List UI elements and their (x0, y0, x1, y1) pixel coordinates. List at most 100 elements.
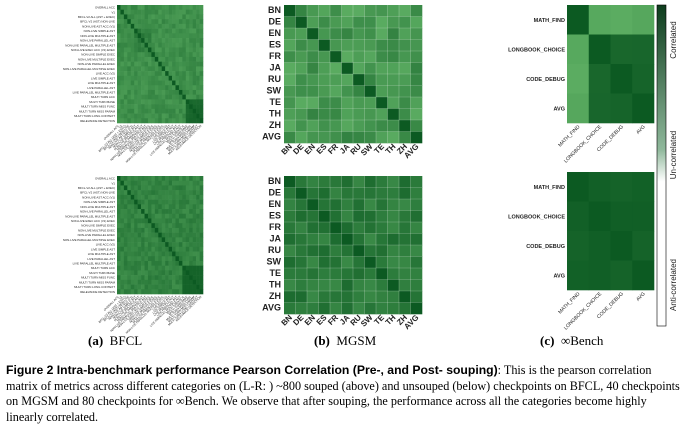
bfcl-top-cell (144, 14, 149, 20)
mgsm-bottom-cell (364, 199, 377, 211)
bfcl-top-cell (117, 66, 121, 72)
bfcl-bottom-cell (137, 237, 142, 243)
bfcl-bottom-cell (120, 194, 125, 200)
mgsm-bottom-cell (307, 222, 319, 234)
mgsm-top-cell (364, 5, 377, 17)
mgsm-top-cell (307, 97, 319, 109)
mgsm-bottom-cell (399, 176, 411, 188)
bfcl-bottom-cell (172, 237, 176, 243)
bfcl-bottom-cell (137, 190, 142, 196)
mgsm-top-cell (399, 131, 411, 144)
bfcl-bottom-cell (182, 279, 187, 285)
bench-bottom-row-label: CODE_DEBUG (526, 244, 565, 250)
bfcl-top-cell (120, 108, 125, 114)
bfcl-bottom-cell (178, 232, 183, 238)
bfcl-top-cell (151, 89, 156, 95)
bfcl-bottom-cell (144, 209, 149, 215)
mgsm-bottom-cell (307, 233, 319, 246)
bfcl-top-cell (154, 38, 159, 44)
bfcl-top-cell (154, 28, 159, 34)
bfcl-bottom-cell (117, 275, 121, 281)
bfcl-bottom-cell (158, 185, 163, 191)
bfcl-top-cell (147, 113, 152, 119)
bfcl-bottom-cell (185, 176, 190, 182)
bfcl-top-cell (199, 89, 204, 95)
bfcl-bottom-cell (189, 242, 193, 248)
bfcl-top-cell (137, 47, 142, 53)
mgsm-top-cell (410, 51, 423, 63)
bfcl-bottom-cell (168, 209, 173, 215)
bfcl-top-cell (137, 14, 142, 20)
bfcl-top-cell (117, 33, 121, 39)
bfcl-bottom-cell (134, 180, 138, 186)
bfcl-bottom-cell (117, 289, 121, 295)
bfcl-bottom-cell (134, 199, 138, 205)
bfcl-top-cell (158, 38, 163, 44)
bfcl-bottom-cell (182, 213, 187, 219)
bfcl-bottom-cell (147, 265, 152, 271)
mgsm-top-cell (284, 85, 296, 98)
bench-bottom-cell (632, 260, 655, 291)
bfcl-top-cell (144, 113, 149, 119)
mgsm-bottom-cell (376, 187, 388, 200)
bfcl-bottom-cell (117, 270, 121, 276)
bfcl-top-cell (182, 71, 187, 77)
subcaption-mgsm-letter: (b) (314, 333, 330, 348)
mgsm-top-cell (295, 16, 308, 29)
mgsm-bottom-cell (330, 187, 342, 200)
bfcl-top-cell (192, 28, 197, 34)
bfcl-top-cell (178, 38, 183, 44)
bfcl-top-cell (154, 113, 159, 119)
mgsm-bottom-cell (364, 176, 377, 188)
bfcl-bottom-cell (196, 232, 200, 238)
mgsm-bottom-cell (387, 268, 400, 280)
bfcl-bottom-cell (144, 194, 149, 200)
bfcl-bottom-cell (189, 185, 193, 191)
bfcl-top-cell (130, 99, 135, 105)
mgsm-top-cell (318, 5, 331, 17)
mgsm-top-row-label: ES (269, 40, 281, 50)
bfcl-bottom-cell (137, 289, 142, 295)
bfcl-bottom-cell (144, 279, 149, 285)
bfcl-bottom-cell (178, 265, 183, 271)
mgsm-top-cell (318, 108, 331, 121)
bfcl-top-cell (147, 28, 152, 34)
bfcl-top-cell (178, 14, 183, 20)
bfcl-top-cell (130, 85, 135, 91)
mgsm-bottom-cell (353, 222, 365, 234)
mgsm-bottom-cell (410, 210, 423, 223)
mgsm-top-cell (399, 16, 411, 29)
bfcl-top-cell (147, 99, 152, 105)
bfcl-bottom-cell (117, 190, 121, 196)
bfcl-bottom-cell (127, 176, 132, 182)
bfcl-top-cell (134, 19, 138, 25)
mgsm-top-cell (284, 28, 296, 40)
bfcl-top-cell (123, 85, 128, 91)
mgsm-bottom-cell (387, 279, 400, 292)
bfcl-bottom-cell (189, 237, 193, 243)
bfcl-top-cell (196, 75, 200, 81)
mgsm-top-cell (399, 62, 411, 75)
bfcl-top-cell (120, 85, 125, 91)
bfcl-bottom-cell (144, 256, 149, 262)
bfcl-bottom-cell (172, 279, 176, 285)
mgsm-top-cell (376, 108, 388, 121)
bfcl-top-cell (165, 75, 169, 81)
bfcl-top-cell (185, 66, 190, 72)
bfcl-bottom-cell (178, 270, 183, 276)
bfcl-bottom-cell (130, 185, 135, 191)
bfcl-top-cell (161, 80, 166, 86)
bfcl-bottom-cell (175, 265, 180, 271)
bfcl-bottom-row-label: NON-LIVE MULTIPLE EXEC (78, 228, 115, 232)
bfcl-bottom-cell (130, 251, 135, 257)
bfcl-top-row-label: NON-LIVE SIMPLE AST (84, 29, 116, 33)
bfcl-bottom-cell (189, 279, 193, 285)
bfcl-top-cell (189, 38, 193, 44)
bfcl-bottom-cell (134, 209, 138, 215)
mgsm-top-cell (353, 39, 365, 52)
mgsm-bottom-cell (307, 302, 319, 315)
bfcl-top-cell (123, 5, 128, 11)
bfcl-top-cell (199, 9, 204, 15)
bfcl-bottom-cell (192, 284, 197, 290)
bfcl-top-cell (123, 66, 128, 72)
